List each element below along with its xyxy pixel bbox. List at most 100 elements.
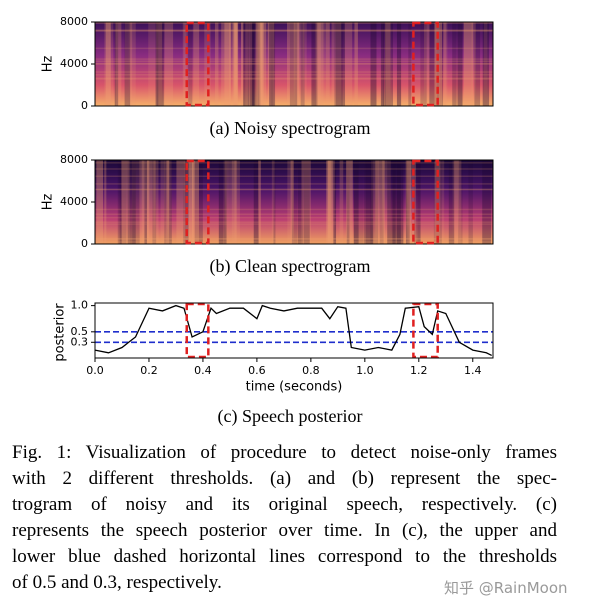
spectrogram-texture	[156, 22, 165, 106]
spectrogram-texture	[300, 22, 305, 106]
spectrogram-texture	[474, 22, 481, 106]
spectrogram-texture	[252, 22, 259, 106]
spectrogram-texture	[121, 160, 131, 244]
spectrogram-texture	[227, 160, 237, 244]
spectrogram-texture	[417, 160, 421, 244]
spectrogram-texture	[95, 238, 493, 240]
spectrogram-texture	[317, 22, 324, 106]
spectrogram-texture	[193, 22, 200, 106]
spectrogram-texture	[463, 22, 473, 106]
spectrogram-texture	[314, 22, 321, 106]
y-tick-label: 0	[81, 237, 88, 250]
highlight-box	[412, 21, 439, 107]
spectrogram-texture	[384, 22, 391, 106]
spectrogram-texture	[96, 160, 104, 244]
spectrogram-texture	[144, 160, 147, 244]
spectrogram-texture	[379, 160, 384, 244]
spectrogram-texture	[420, 22, 427, 106]
spectrogram-texture	[109, 22, 114, 106]
x-tick-label: 0.2	[140, 364, 158, 377]
spectrogram-texture	[406, 160, 410, 244]
spectrogram-texture	[483, 22, 488, 106]
spectrogram-texture	[95, 60, 493, 63]
spectrogram-texture	[334, 22, 343, 106]
spectrogram-texture	[104, 160, 107, 244]
spectrogram-texture	[433, 22, 440, 106]
spectrogram-texture	[127, 160, 136, 244]
spectrogram-texture	[407, 160, 416, 244]
spectrogram-texture	[434, 160, 441, 244]
spectrogram-texture	[224, 160, 229, 244]
spectrogram-texture	[164, 22, 174, 106]
spectrogram-texture	[406, 160, 409, 244]
spectrogram-texture	[258, 160, 261, 244]
spectrogram-texture	[258, 22, 261, 106]
spectrogram-texture	[382, 22, 386, 106]
spectrogram-texture	[95, 175, 493, 178]
spectrogram-texture	[95, 63, 493, 65]
panel-caption: (c) Speech posterior	[218, 406, 363, 427]
spectrogram-texture	[344, 22, 353, 106]
y-tick-label: 4000	[60, 57, 88, 70]
watermark: 知乎 @RainMoon	[444, 579, 568, 597]
spectrogram-texture	[458, 160, 463, 244]
spectrogram-texture	[188, 160, 195, 244]
spectrogram-texture	[95, 62, 493, 65]
caption-line: of 0.5 and 0.3, respectively.	[12, 572, 222, 593]
spectrogram-texture	[333, 160, 337, 244]
spectrogram-texture	[124, 22, 133, 106]
spectrogram-texture	[182, 22, 188, 106]
spectrogram-texture	[370, 160, 379, 244]
spectrogram-texture	[396, 160, 404, 244]
spectrogram-texture	[325, 22, 330, 106]
spectrogram-texture	[370, 22, 377, 106]
spectrogram-texture	[384, 22, 393, 106]
spectrogram-texture	[228, 22, 239, 106]
spectrogram-texture	[316, 22, 326, 106]
spectrogram-texture	[95, 188, 493, 191]
spectrogram-texture	[294, 22, 305, 106]
spectrogram-texture	[95, 183, 493, 185]
spectrogram-texture	[95, 168, 493, 170]
caption-line: trogram of noisy and its original speech…	[12, 494, 557, 515]
spectrogram-texture	[240, 22, 244, 106]
spectrogram-texture	[223, 160, 227, 244]
spectrogram-texture	[152, 160, 157, 244]
spectrogram-texture	[452, 22, 457, 106]
spectrogram-texture	[396, 22, 402, 106]
spectrogram-texture	[405, 160, 411, 244]
spectrogram-texture	[153, 160, 159, 244]
spectrogram-texture	[156, 22, 159, 106]
caption-line: represents the speech posterior over tim…	[12, 520, 557, 541]
spectrogram-texture	[234, 160, 238, 244]
spectrogram-texture	[148, 22, 157, 106]
spectrogram-texture	[164, 160, 172, 244]
spectrogram-texture	[95, 213, 493, 216]
spectrogram-texture	[232, 22, 238, 106]
spectrogram-texture	[434, 22, 443, 106]
spectrogram-texture	[452, 160, 460, 244]
spectrogram-texture	[156, 22, 163, 106]
spectrogram-texture	[168, 160, 172, 244]
spectrogram-texture	[141, 160, 149, 244]
spectrogram-texture	[303, 22, 307, 106]
highlight-box	[185, 21, 210, 107]
spectrogram-texture	[164, 160, 168, 244]
spectrogram-texture	[165, 160, 169, 244]
spectrogram-texture	[353, 160, 359, 244]
spectrogram-texture	[95, 216, 493, 219]
figure: 0 4000 8000 Hz (a) Noisy spectrogram 0 4000 800…	[41, 15, 494, 427]
spectrogram-texture	[387, 160, 396, 244]
spectrogram-texture	[354, 22, 358, 106]
spectrogram-texture	[95, 22, 493, 24]
figure-caption: Fig. 1: Visualization of procedure to de…	[12, 440, 557, 596]
spectrogram	[95, 160, 493, 244]
spectrogram-texture	[260, 22, 267, 106]
spectrogram-texture	[95, 223, 493, 225]
spectrogram-texture	[371, 160, 379, 244]
spectrogram-texture	[448, 160, 455, 244]
spectrogram-texture	[290, 160, 294, 244]
y-tick-label: 4000	[60, 195, 88, 208]
spectrogram-texture	[214, 22, 219, 106]
x-tick-label: 0.8	[302, 364, 320, 377]
